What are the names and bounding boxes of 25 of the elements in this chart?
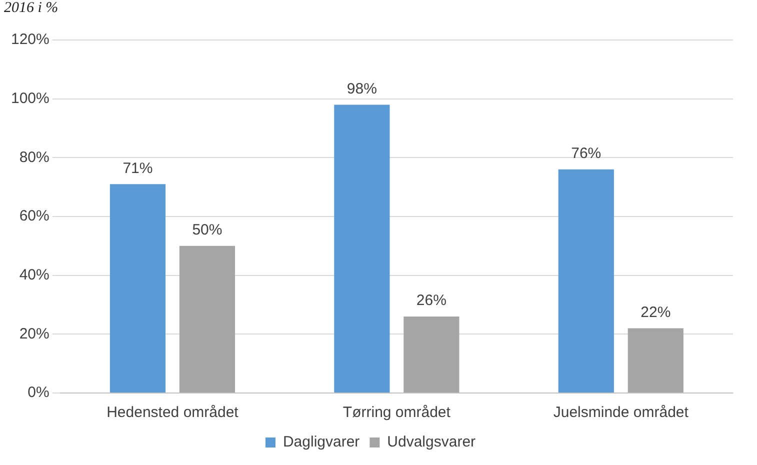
legend-label: Dagligvarer xyxy=(282,434,360,451)
data-label: 26% xyxy=(416,292,446,310)
y-tick-label: 120% xyxy=(10,31,50,48)
data-label: 76% xyxy=(571,145,602,162)
bar xyxy=(110,184,166,392)
bar xyxy=(404,316,460,392)
y-tick-label: 100% xyxy=(10,90,50,107)
y-tick-label: 40% xyxy=(19,266,50,284)
x-tick-label: Juelsminde området xyxy=(553,404,690,422)
y-tick-label: 0% xyxy=(28,384,50,402)
x-tick-label: Hedensted området xyxy=(106,404,240,422)
data-label: 71% xyxy=(122,160,153,177)
data-label: 50% xyxy=(192,222,222,239)
bar xyxy=(628,328,684,392)
chart-title: 2016 i % xyxy=(4,0,58,17)
legend-label: Udvalgsvarer xyxy=(387,434,476,451)
bar xyxy=(179,246,236,392)
bar xyxy=(334,104,390,392)
x-tick-label: Tørring området xyxy=(342,404,452,422)
y-tick-label: 20% xyxy=(19,325,50,342)
y-tick-label: 80% xyxy=(19,148,50,166)
bar xyxy=(558,169,614,392)
data-label: 22% xyxy=(640,304,671,321)
data-label: 98% xyxy=(346,80,377,98)
y-tick-label: 60% xyxy=(19,208,50,225)
